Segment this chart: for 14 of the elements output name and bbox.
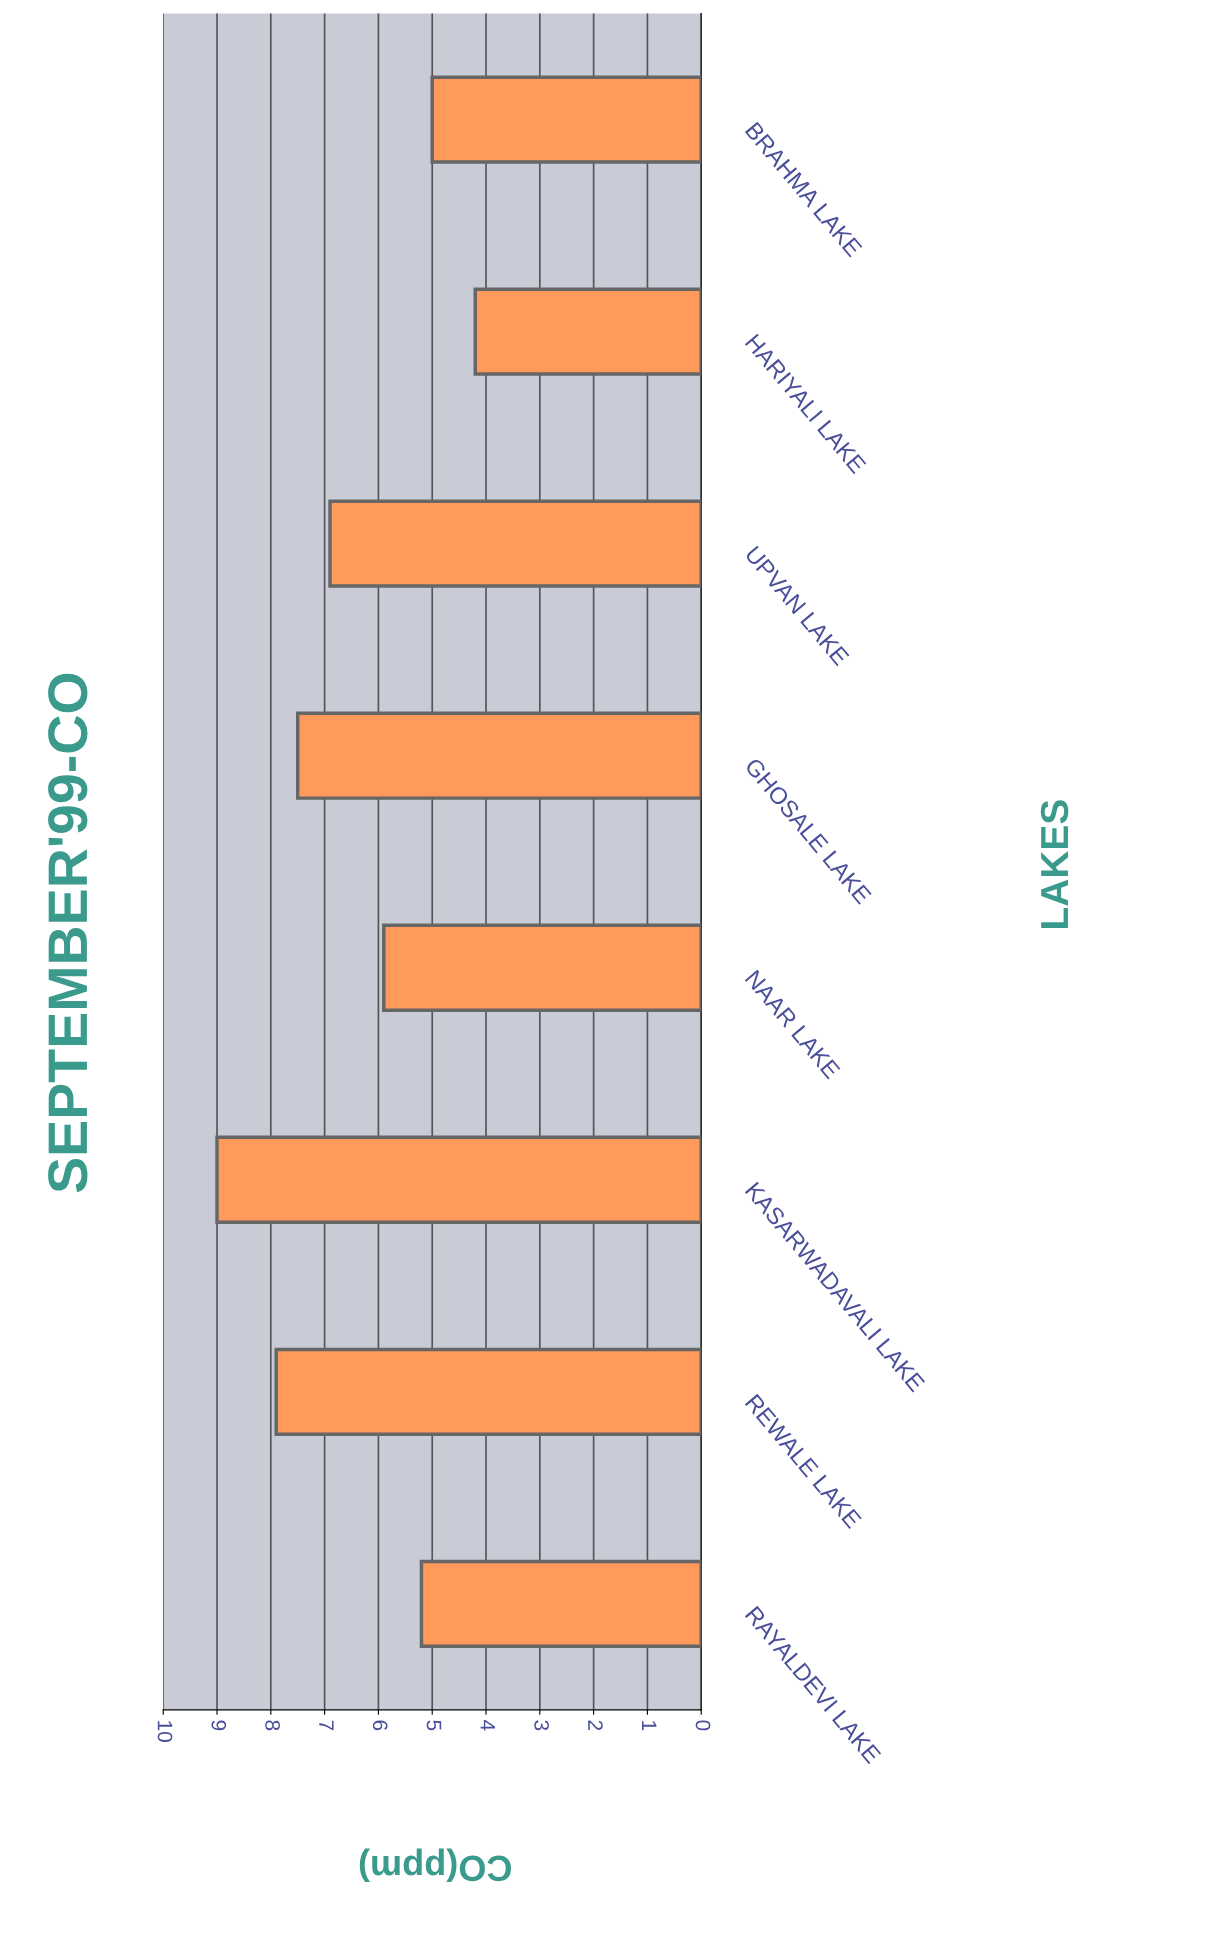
x-tick-label: 7 [319, 1720, 334, 1731]
y-axis-title: LAKES [1040, 800, 1069, 928]
x-tick-label: 2 [588, 1720, 603, 1731]
x-axis-title: CO(ppm) [359, 1848, 511, 1883]
x-tick-label: 3 [534, 1720, 549, 1731]
x-tick-label: 5 [426, 1720, 442, 1731]
text: SEPTEMBER'99-CO [48, 673, 88, 1193]
x-tick-label: 6 [372, 1720, 388, 1731]
x-tick-label: 10 [157, 1721, 173, 1742]
x-tick-label: 0 [695, 1720, 711, 1731]
x-tick-label: 1 [642, 1721, 657, 1731]
x-tick-label: 4 [480, 1720, 495, 1731]
x-tick-label: 8 [265, 1720, 280, 1731]
x-tick-label: 9 [211, 1720, 227, 1731]
